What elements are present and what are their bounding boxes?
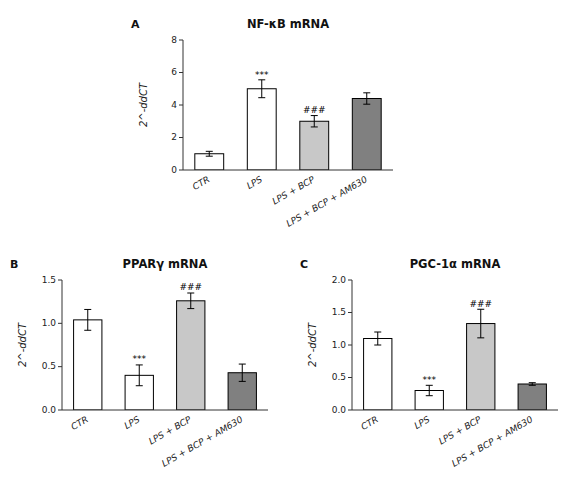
significance-label: ### (179, 282, 202, 292)
bar (74, 320, 102, 410)
y-tick (348, 345, 352, 346)
x-tick-label: CTR (191, 174, 212, 192)
figure: 02468CTRLPSLPS + BCPLPS + BCP + AM630***… (0, 0, 575, 484)
error-bar (477, 309, 484, 338)
panel-label: C (300, 258, 308, 271)
bar (195, 154, 224, 170)
y-tick (348, 410, 352, 411)
y-tick (348, 312, 352, 313)
bar (352, 99, 381, 171)
x-axis (183, 170, 393, 171)
x-tick-label: LPS (123, 414, 142, 431)
panel-label: B (10, 258, 18, 271)
y-tick (348, 377, 352, 378)
x-tick-label: LPS (245, 174, 264, 191)
y-tick-label: 2.0 (332, 275, 347, 285)
y-tick (348, 280, 352, 281)
x-tick-label: LPS + BCP (271, 174, 317, 207)
significance-label: *** (133, 354, 147, 364)
significance-label: ### (303, 105, 326, 115)
error-bar (258, 80, 265, 98)
x-tick-label: LPS + BCP (147, 414, 193, 447)
y-axis-label: 2^-ddCT (307, 322, 318, 367)
y-tick (179, 105, 183, 106)
x-tick-label: LPS + BCP + AM630 (285, 174, 370, 229)
y-tick (58, 280, 62, 281)
y-tick-label: 2 (171, 132, 177, 142)
y-tick (58, 410, 62, 411)
error-bar (374, 332, 381, 345)
bar (247, 89, 276, 170)
y-tick (179, 40, 183, 41)
y-tick-label: 0.0 (332, 405, 347, 415)
error-bar (426, 385, 433, 395)
y-tick-label: 0.0 (42, 405, 57, 415)
significance-label: *** (255, 70, 269, 80)
y-tick-label: 6 (171, 67, 177, 77)
bars (195, 80, 381, 170)
x-tick-label: LPS + BCP (437, 414, 483, 447)
y-tick (179, 137, 183, 138)
bar (518, 384, 546, 410)
y-tick-label: 8 (171, 35, 177, 45)
y-tick (58, 366, 62, 367)
bar (300, 121, 329, 170)
title: NF-κB mRNA (247, 17, 329, 31)
error-bar (311, 116, 318, 127)
y-tick-label: 1.5 (332, 307, 346, 317)
error-bar (187, 293, 194, 309)
panel: 0.0 0.5 1.0 1.5 CTR LPS LPS + BCPLPS + BCP + A… (10, 257, 268, 469)
bars (364, 309, 547, 410)
panel-label: A (131, 18, 140, 31)
error-bar (529, 383, 536, 386)
x-tick-label: LPS + BCP + AM630 (160, 414, 245, 469)
y-tick-label: 1.0 (332, 340, 347, 350)
error-bar (363, 93, 370, 104)
error-bar (206, 151, 213, 156)
y-tick (179, 170, 183, 171)
x-tick-label: LPS (413, 414, 432, 431)
panel: 0 2 4 6 8 CTR LPS LPS + BCPLPS + BCP + AM630 ***… (131, 17, 393, 229)
title: PGC-1α mRNA (410, 257, 501, 271)
error-bar (84, 309, 91, 330)
y-tick-label: 1.5 (42, 275, 56, 285)
x-tick-label: LPS + BCP + AM630 (450, 414, 535, 469)
y-tick-label: 1.0 (42, 318, 57, 328)
y-axis-label: 2^-ddCT (138, 82, 149, 127)
error-bar (239, 364, 246, 381)
y-tick-label: 4 (171, 100, 177, 110)
error-bar (136, 365, 143, 386)
significance-label: ### (469, 299, 492, 309)
y-tick-label: 0.5 (42, 361, 56, 371)
bar (177, 301, 205, 410)
y-tick-label: 0 (171, 165, 177, 175)
x-tick-label: CTR (359, 414, 380, 432)
panel: 0.0 0.5 1.0 1.5 2.0 CTR LPS LPS + BCPLPS + BCP … (300, 257, 558, 469)
y-axis-label: 2^-ddCT (17, 322, 28, 367)
significance-label: *** (423, 375, 437, 385)
y-tick (179, 72, 183, 73)
y-axis (62, 280, 63, 410)
bar (364, 339, 392, 411)
x-axis (62, 410, 268, 411)
y-tick (58, 323, 62, 324)
bars (74, 293, 257, 410)
y-tick-label: 0.5 (332, 372, 346, 382)
title: PPARγ mRNA (123, 257, 208, 271)
x-axis (352, 410, 558, 411)
x-tick-label: CTR (69, 414, 90, 432)
